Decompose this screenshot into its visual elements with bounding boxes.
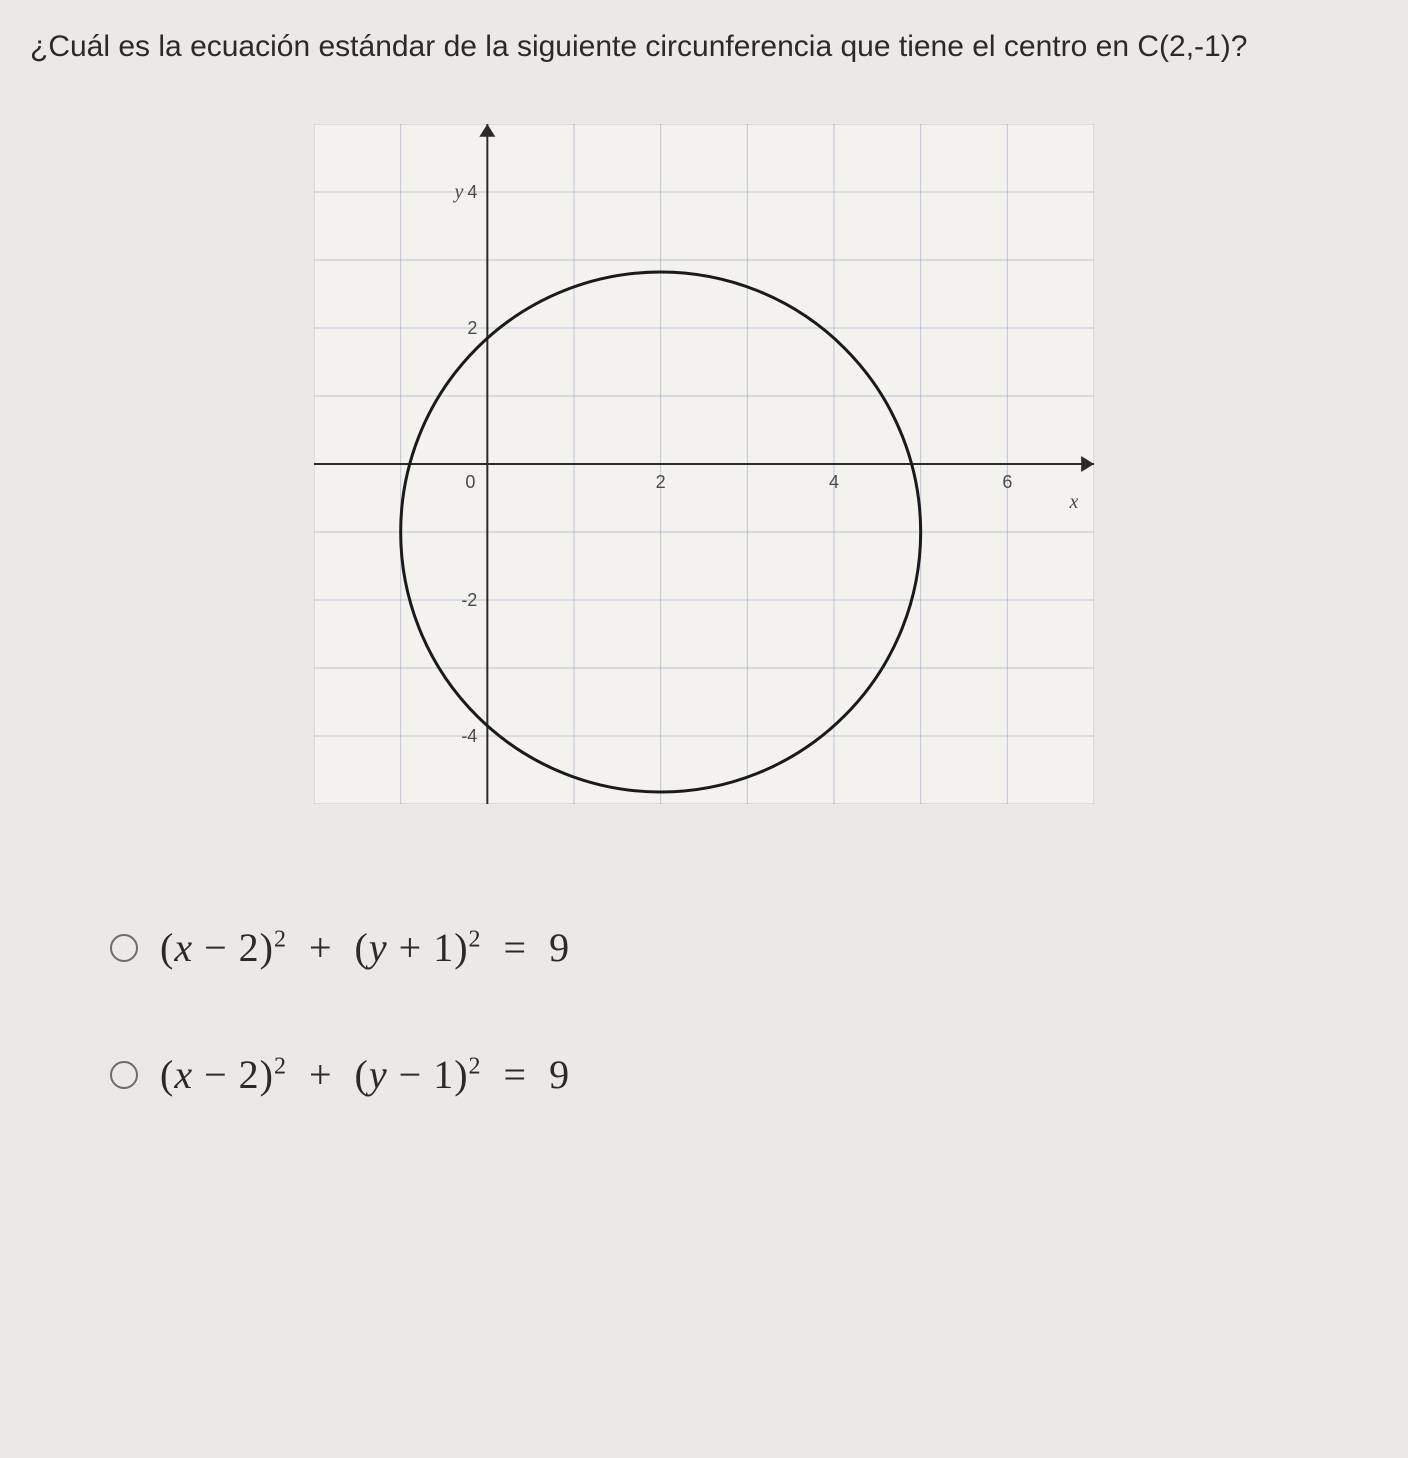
svg-text:y: y (452, 181, 463, 203)
svg-text:4: 4 (829, 472, 839, 492)
answer-text-2: (x − 2)2 + (y − 1)2 = 9 (160, 1051, 570, 1098)
answer-option-1[interactable]: (x − 2)2 + (y + 1)2 = 9 (110, 924, 1378, 971)
svg-text:0: 0 (465, 472, 475, 492)
radio-icon (110, 934, 138, 962)
svg-text:4: 4 (467, 182, 477, 202)
svg-text:2: 2 (656, 472, 666, 492)
answer-text-1: (x − 2)2 + (y + 1)2 = 9 (160, 924, 570, 971)
answers-group: (x − 2)2 + (y + 1)2 = 9 (x − 2)2 + (y − … (30, 924, 1378, 1098)
svg-text:x: x (1069, 491, 1079, 513)
svg-text:2: 2 (467, 318, 477, 338)
svg-text:-4: -4 (461, 726, 477, 746)
page: ¿Cuál es la ecuación estándar de la sigu… (0, 0, 1408, 1458)
circle-chart: 0 2 4 6 4 2 -2 -4 x y (314, 124, 1094, 804)
question-text: ¿Cuál es la ecuación estándar de la sigu… (30, 30, 1378, 64)
radio-icon (110, 1061, 138, 1089)
svg-text:6: 6 (1002, 472, 1012, 492)
chart-container: 0 2 4 6 4 2 -2 -4 x y (30, 124, 1378, 804)
svg-text:-2: -2 (461, 590, 477, 610)
answer-option-2[interactable]: (x − 2)2 + (y − 1)2 = 9 (110, 1051, 1378, 1098)
